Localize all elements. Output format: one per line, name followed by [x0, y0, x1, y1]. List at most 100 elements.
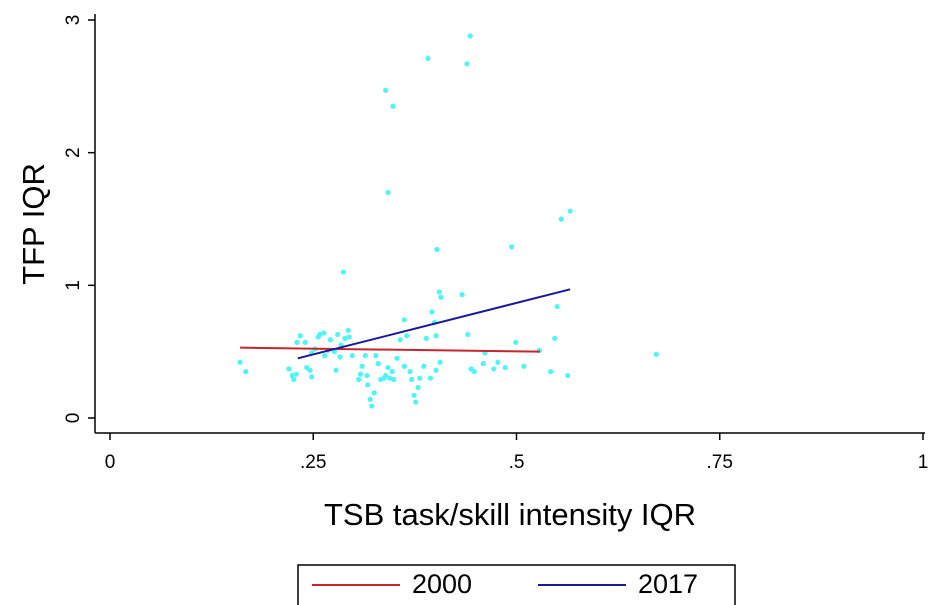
scatter-point	[471, 368, 477, 375]
scatter-point	[302, 339, 308, 345]
scatter-point	[297, 333, 303, 339]
scatter-point	[464, 61, 470, 67]
scatter-point	[342, 335, 348, 341]
scatter-point	[401, 317, 407, 323]
scatter-point	[409, 376, 415, 383]
scatter-point	[322, 353, 328, 359]
scatter-point	[558, 216, 564, 222]
scatter-point	[554, 303, 560, 310]
scatter-point	[375, 361, 381, 367]
scatter-point	[321, 330, 327, 336]
fit-line	[297, 288, 571, 360]
scatter-point	[433, 367, 439, 373]
scatter-point	[364, 372, 370, 379]
scatter-point	[345, 327, 351, 334]
scatter-point	[437, 359, 443, 365]
scatter-point	[337, 354, 343, 360]
y-tick-label: 2	[63, 147, 84, 158]
scatter-point	[513, 339, 519, 345]
legend-label: 2000	[412, 569, 472, 599]
scatter-point	[391, 376, 397, 383]
scatter-point	[429, 309, 435, 315]
scatter-point	[385, 364, 391, 371]
scatter-point	[653, 351, 659, 357]
scatter-point	[467, 33, 473, 39]
scatter-point	[502, 364, 508, 371]
plot-area	[237, 33, 659, 409]
scatter-point	[433, 333, 439, 339]
scatter-point	[404, 333, 410, 339]
scatter-point	[356, 376, 362, 383]
scatter-point	[359, 363, 365, 369]
scatter-point	[565, 372, 571, 379]
scatter-point	[286, 366, 292, 372]
scatter-point	[387, 375, 393, 381]
scatter-point	[434, 246, 440, 253]
y-tick-label: 1	[63, 280, 84, 291]
scatter-point	[291, 376, 297, 383]
y-tick-label: 0	[63, 413, 84, 424]
scatter-point	[413, 399, 419, 405]
scatter-point	[436, 289, 442, 295]
scatter-point	[411, 392, 417, 399]
scatter-point	[317, 331, 323, 338]
scatter-point	[237, 359, 243, 365]
scatter-point	[373, 353, 379, 359]
x-tick-label: .5	[509, 452, 525, 473]
scatter-point	[346, 334, 352, 340]
scatter-point	[389, 368, 395, 375]
scatter-point	[425, 55, 431, 62]
scatter-point	[465, 331, 471, 338]
scatter-point	[521, 363, 527, 369]
scatter-point	[243, 368, 249, 375]
scatter-point	[407, 368, 413, 375]
scatter-point	[495, 359, 501, 365]
scatter-point	[367, 396, 373, 403]
scatter-point	[362, 353, 368, 359]
scatter-point	[349, 353, 355, 359]
scatter-point	[480, 361, 486, 367]
scatter-point	[421, 363, 427, 369]
scatter-point	[385, 189, 391, 196]
x-tick-label: 1	[918, 452, 929, 473]
scatter-point	[357, 371, 364, 377]
scatter-point	[307, 367, 313, 373]
scatter-point	[548, 368, 554, 375]
scatter-point	[459, 292, 465, 298]
scatter-point	[365, 382, 371, 388]
x-tick-label: .75	[707, 452, 733, 473]
scatter-point	[491, 366, 497, 372]
y-axis-title: TFP IQR	[16, 163, 51, 285]
scatter-point	[340, 269, 346, 275]
scatter-point	[335, 331, 341, 338]
fit-line	[240, 346, 541, 353]
scatter-point	[294, 339, 300, 345]
scatter-point	[293, 371, 299, 377]
scatter-point	[567, 208, 573, 214]
x-axis-title: TSB task/skill intensity IQR	[324, 497, 696, 532]
scatter-point	[289, 372, 295, 379]
scatter-point	[333, 367, 339, 373]
scatter-point	[423, 335, 429, 341]
x-tick-label: .25	[300, 452, 326, 473]
scatter-point	[371, 390, 377, 396]
x-tick-label: 0	[105, 452, 116, 473]
scatter-point	[427, 375, 433, 381]
y-tick-label: 3	[63, 15, 84, 26]
scatter-point	[397, 337, 403, 343]
scatter-point	[383, 87, 389, 93]
scatter-point	[390, 103, 396, 109]
scatter-point	[438, 294, 444, 300]
scatter-point	[401, 363, 407, 369]
scatter-point	[383, 372, 389, 379]
scatter-point	[394, 355, 400, 361]
scatter-point	[552, 335, 558, 341]
scatter-point	[417, 375, 423, 381]
scatter-point	[509, 244, 515, 250]
legend-label: 2017	[638, 569, 698, 599]
scatter-point	[309, 374, 315, 380]
scatter-point	[327, 337, 333, 343]
scatter-point	[415, 384, 421, 391]
